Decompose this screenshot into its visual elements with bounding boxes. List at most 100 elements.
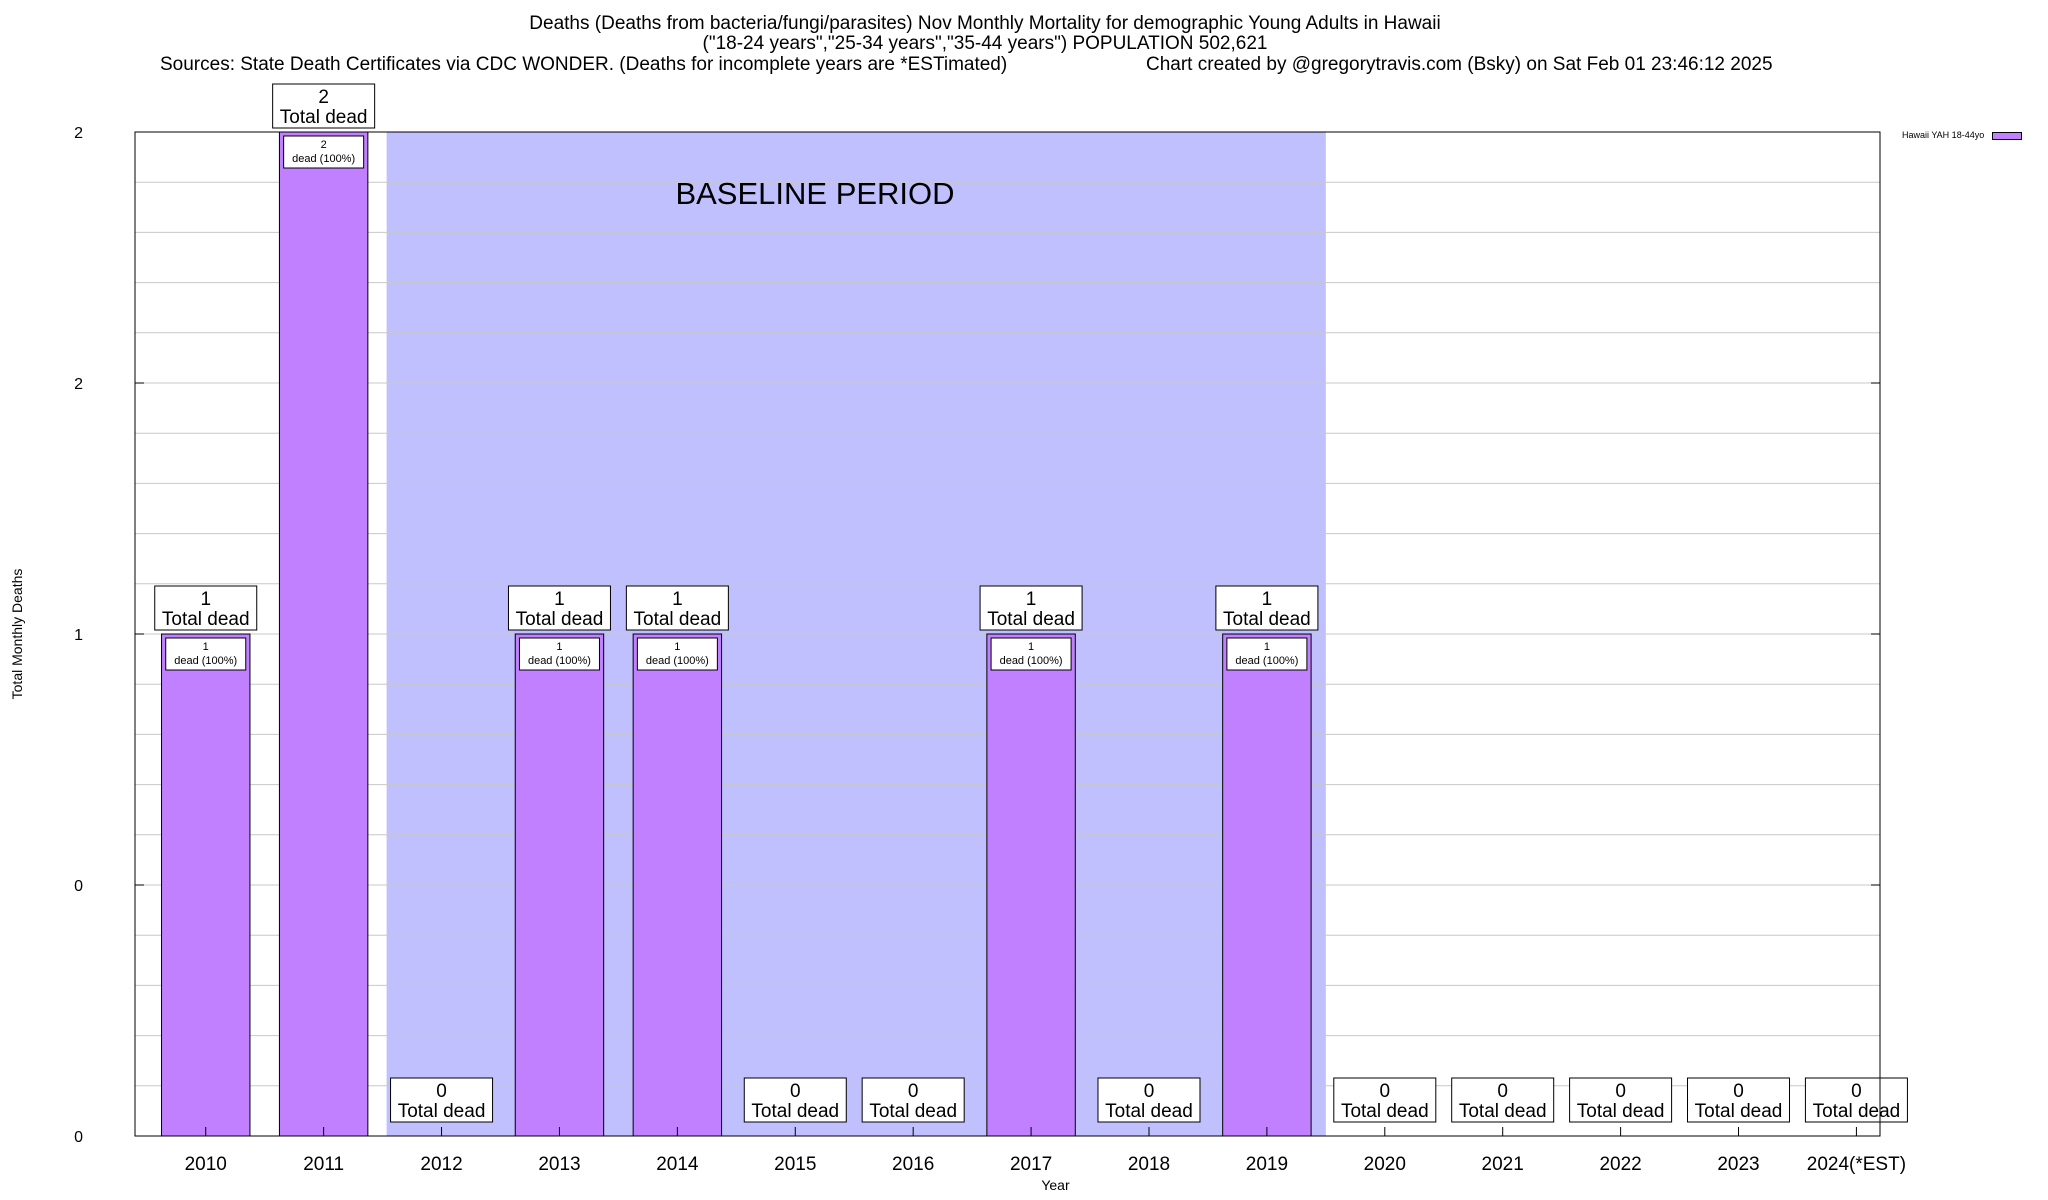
x-tick-label: 2015 xyxy=(774,1154,816,1175)
x-tick-label: 2011 xyxy=(303,1154,344,1175)
x-tick-label: 2018 xyxy=(1128,1154,1170,1175)
total-label-box xyxy=(979,585,1083,631)
total-label-text: Total dead xyxy=(751,1101,839,1122)
inner-label-text: dead (100%) xyxy=(1235,655,1298,667)
total-label-value: 0 xyxy=(790,1081,801,1102)
inner-label-box xyxy=(283,135,365,169)
total-label-value: 1 xyxy=(554,589,565,610)
y-tick-label: 2 xyxy=(74,125,83,142)
total-label-box xyxy=(154,585,258,631)
bar xyxy=(632,633,723,1137)
inner-label-value: 1 xyxy=(556,641,562,653)
total-label-text: Total dead xyxy=(280,107,368,128)
total-label-text: Total dead xyxy=(1105,1101,1193,1122)
total-label-text: Total dead xyxy=(516,609,604,630)
total-label-box xyxy=(272,83,376,129)
bar xyxy=(514,633,605,1137)
total-label-value: 0 xyxy=(436,1081,447,1102)
total-label-box xyxy=(1333,1077,1437,1123)
total-label-value: 0 xyxy=(1380,1081,1391,1102)
legend-swatch xyxy=(1992,131,2023,140)
x-tick-label: 2019 xyxy=(1246,1154,1288,1175)
total-label-value: 0 xyxy=(908,1081,919,1102)
x-tick-label: 2012 xyxy=(420,1154,462,1175)
y-tick-label: 0 xyxy=(74,878,83,895)
total-label-box xyxy=(1687,1077,1791,1123)
total-label-box xyxy=(507,585,611,631)
inner-label-value: 1 xyxy=(674,641,680,653)
x-tick-label: 2016 xyxy=(892,1154,934,1175)
inner-label-text: dead (100%) xyxy=(174,655,237,667)
total-label-text: Total dead xyxy=(634,609,722,630)
x-tick-label: 2010 xyxy=(185,1154,227,1175)
total-label-value: 0 xyxy=(1615,1081,1626,1102)
inner-label-text: dead (100%) xyxy=(646,655,709,667)
inner-label-text: dead (100%) xyxy=(528,655,591,667)
bar xyxy=(278,131,369,1137)
x-tick-label: 2013 xyxy=(538,1154,580,1175)
chart-sources: Sources: State Death Certificates via CD… xyxy=(160,54,1008,75)
total-label-box xyxy=(1215,585,1319,631)
y-tick-label: 1 xyxy=(74,627,83,644)
x-axis-label: Year xyxy=(1041,1177,1070,1193)
total-label-value: 1 xyxy=(1026,589,1037,610)
total-label-box xyxy=(625,585,729,631)
inner-label-box xyxy=(518,637,600,671)
inner-label-text: dead (100%) xyxy=(1000,655,1063,667)
chart-credit: Chart created by @gregorytravis.com (Bsk… xyxy=(1146,54,1773,75)
x-tick-label: 2024(*EST) xyxy=(1807,1154,1906,1175)
inner-label-value: 1 xyxy=(1264,641,1270,653)
total-label-text: Total dead xyxy=(1813,1101,1901,1122)
chart-title: Deaths (Deaths from bacteria/fungi/paras… xyxy=(0,14,1970,54)
inner-label-value: 1 xyxy=(203,641,209,653)
total-label-text: Total dead xyxy=(1459,1101,1547,1122)
total-label-value: 0 xyxy=(1497,1081,1508,1102)
x-tick-label: 2017 xyxy=(1010,1154,1052,1175)
total-label-text: Total dead xyxy=(1223,609,1311,630)
total-label-value: 2 xyxy=(318,87,329,108)
plot-frame xyxy=(134,131,1881,1137)
inner-label-value: 1 xyxy=(1028,641,1034,653)
inner-label-box xyxy=(636,637,718,671)
chart-title-line-2: ("18-24 years","25-34 years","35-44 year… xyxy=(702,33,1268,54)
baseline-period-label: BASELINE PERIOD xyxy=(675,176,954,211)
total-label-text: Total dead xyxy=(869,1101,957,1122)
x-tick-label: 2021 xyxy=(1482,1154,1524,1175)
y-tick-label: 2 xyxy=(74,376,83,393)
bar xyxy=(1222,633,1312,1137)
total-label-value: 0 xyxy=(1144,1081,1155,1102)
total-label-text: Total dead xyxy=(398,1101,486,1122)
inner-label-box xyxy=(990,637,1072,671)
x-tick-label: 2020 xyxy=(1364,1154,1406,1175)
total-label-value: 1 xyxy=(672,589,683,610)
total-label-box xyxy=(861,1077,965,1123)
x-tick-label: 2014 xyxy=(656,1154,699,1175)
total-label-box xyxy=(1451,1077,1555,1123)
inner-label-text: dead (100%) xyxy=(292,153,355,165)
x-tick-label: 2023 xyxy=(1717,1154,1759,1175)
y-tick-label: 0 xyxy=(74,1129,83,1146)
x-tick-label: 2022 xyxy=(1599,1154,1641,1175)
total-label-value: 1 xyxy=(1262,589,1273,610)
total-label-text: Total dead xyxy=(1695,1101,1783,1122)
y-axis-label: Total Monthly Deaths xyxy=(9,569,25,700)
total-label-box xyxy=(1804,1077,1908,1123)
total-label-text: Total dead xyxy=(162,609,250,630)
inner-label-box xyxy=(165,637,247,671)
total-label-text: Total dead xyxy=(1577,1101,1665,1122)
total-label-box xyxy=(743,1077,847,1123)
total-label-box xyxy=(1569,1077,1673,1123)
bar xyxy=(986,633,1076,1137)
total-label-value: 0 xyxy=(1733,1081,1744,1102)
total-label-text: Total dead xyxy=(987,609,1075,630)
legend-label: Hawaii YAH 18-44yo xyxy=(1902,130,1985,140)
total-label-box xyxy=(390,1077,494,1123)
total-label-value: 0 xyxy=(1851,1081,1862,1102)
total-label-box xyxy=(1097,1077,1201,1123)
total-label-value: 1 xyxy=(200,589,211,610)
inner-label-value: 2 xyxy=(321,139,327,151)
total-label-text: Total dead xyxy=(1341,1101,1429,1122)
bar xyxy=(161,633,251,1137)
chart-title-line-1: Deaths (Deaths from bacteria/fungi/paras… xyxy=(529,13,1441,34)
